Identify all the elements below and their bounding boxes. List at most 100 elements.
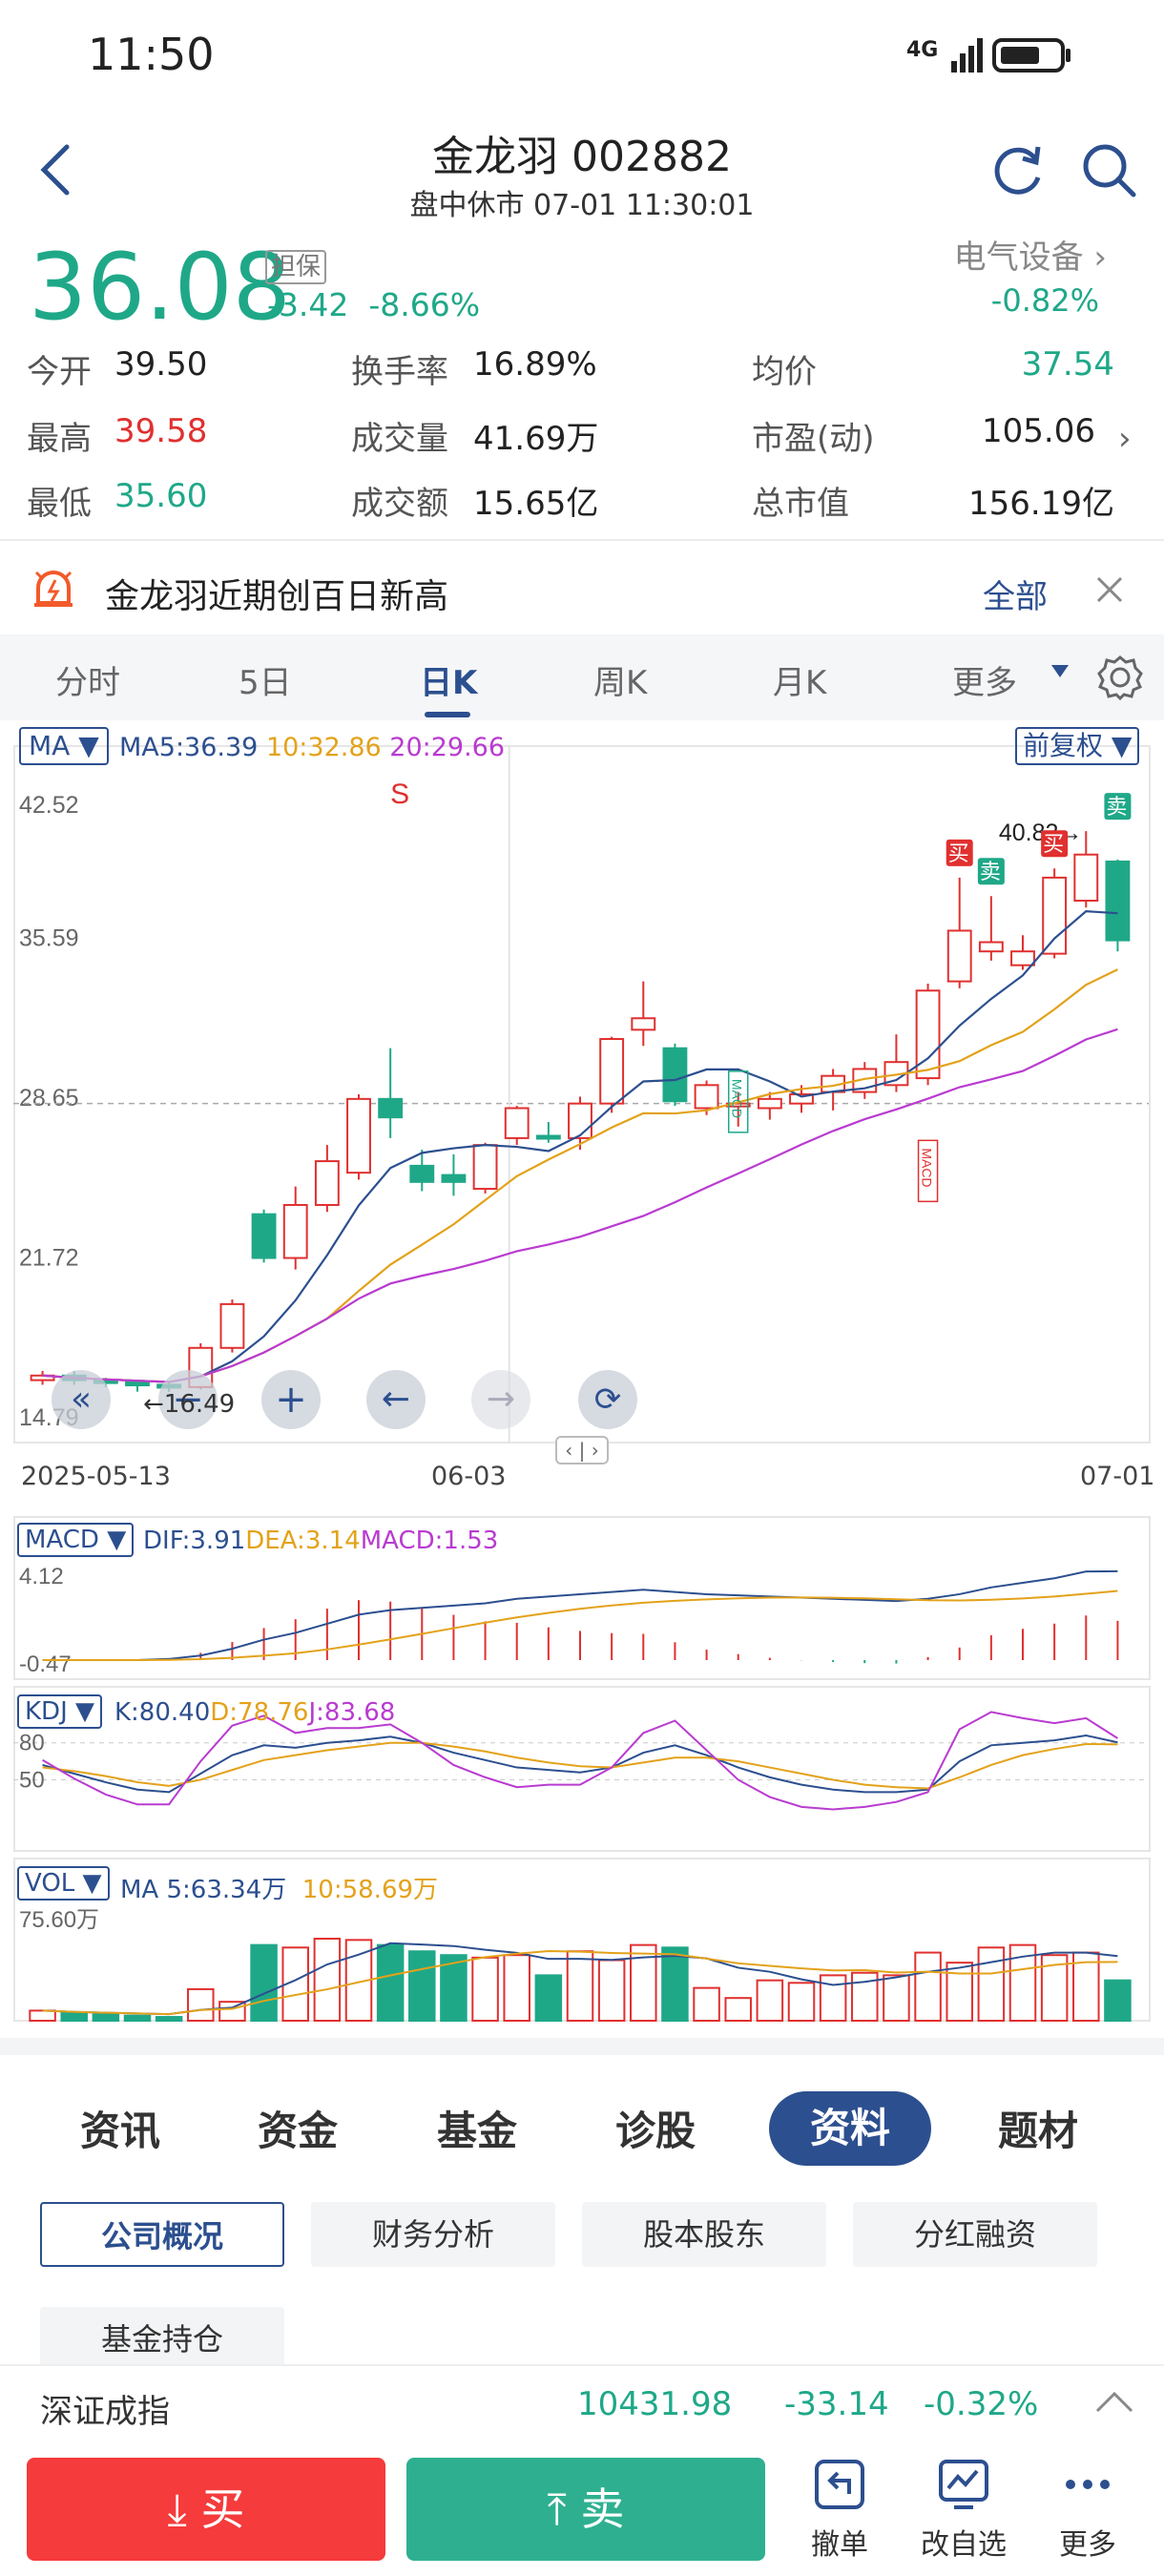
chevron-right-icon: › [1093,239,1107,277]
zoom-out-far-button[interactable]: « [52,1370,111,1429]
kdj-80-tick: 80 [19,1731,45,1756]
candle-body [631,1017,656,1031]
volume-bar [693,1986,720,2023]
candle-body [472,1144,498,1191]
volume-bar [977,1946,1006,2022]
vol-select[interactable]: VOL ▼ [17,1866,110,1901]
macd-select[interactable]: MACD ▼ [17,1523,135,1557]
settings-icon[interactable] [1097,654,1143,700]
sub-tab[interactable]: 基金持仓 [40,2307,284,2372]
dif-line [42,1569,1118,1661]
candle-body [346,1097,371,1174]
upload-icon: ⤒ [547,2483,567,2535]
notice-all-link[interactable]: 全部 [983,578,1048,616]
volume-bar [408,1950,436,2022]
x-axis-end: 07-01 [1080,1462,1155,1491]
zoom-out-button[interactable]: − [158,1370,218,1429]
vol-ma5: MA 5:63.34万 [120,1876,287,1904]
stat-label: 总市值 [752,485,849,523]
sub-tab[interactable]: 股本股东 [582,2202,826,2267]
candle-body [125,1381,150,1387]
index-bar[interactable] [0,2364,1164,2444]
adjust-select[interactable]: 前复权 ▼ [1015,727,1140,765]
chevron-up-icon[interactable] [1095,2390,1133,2415]
ma10-line [42,968,1118,1383]
kdj-k: K:80.40 [114,1698,211,1727]
kdj-name: KDJ [25,1697,68,1726]
more-button[interactable]: 更多 [1030,2458,1145,2563]
candle-body [757,1097,782,1110]
volume-bar [819,1974,847,2023]
index-change-pct: -0.32% [924,2385,1039,2423]
kdj-j-line [42,1711,1118,1811]
volume-bar [1104,1979,1132,2023]
tab-period[interactable]: 周K [593,664,648,702]
ma20-label: 20:29.66 [389,733,506,762]
chart-resize-handle[interactable]: ‹ | › [555,1436,609,1465]
volume-bar [187,1987,215,2023]
high-price-label: 40.82→ [999,820,1083,846]
buy-button[interactable]: ⤓ 买 [27,2458,385,2561]
tab-profile[interactable]: 资料 [769,2091,931,2166]
notice-text[interactable]: 金龙羽近期创百日新高 [105,577,449,616]
candle-body [568,1102,592,1139]
kdj-d-line [42,1741,1118,1790]
scroll-left-button[interactable]: ← [366,1370,426,1429]
tab-period[interactable]: 日K [420,664,478,702]
stat-value: 16.89% [473,345,597,384]
tab-f10[interactable]: 资讯 [80,2108,161,2154]
index-value: 10431.98 [577,2385,733,2423]
sub-tab[interactable]: 财务分析 [311,2202,555,2267]
tab-period[interactable]: 更多 [952,664,1017,702]
change-amount: -3.42 [267,286,349,323]
tab-period[interactable]: 分时 [55,664,120,702]
buy-tag-label: 买 [948,842,969,866]
sector-link[interactable]: 电气设备 › [954,231,1107,278]
edit-watchlist-button[interactable]: 改自选 [906,2458,1021,2563]
volume-bar [787,1982,816,2023]
chevron-right-icon[interactable]: › [1118,420,1132,458]
macd-legend: DIF:3.91DEA:3.14MACD:1.53 [143,1527,498,1555]
stat-label: 成交额 [351,485,448,523]
volume-bar [566,1950,594,2022]
tab-period[interactable]: 5日 [239,664,292,702]
volume-bar [92,2013,120,2022]
tab-period[interactable]: 月K [773,664,827,702]
x-axis-start: 2025-05-13 [21,1462,171,1491]
sell-button[interactable]: ⤒ 卖 [406,2458,765,2561]
volume-bar [534,1974,563,2023]
buy-tag-label: 买 [1043,833,1064,857]
status-time: 11:50 [88,29,215,80]
volume-bar [883,1974,910,2023]
tab-f10[interactable]: 基金 [437,2108,518,2154]
tab-f10[interactable]: 资金 [258,2108,339,2154]
indicator-select[interactable]: MA ▼ [19,727,109,765]
buy-tag [946,839,973,866]
close-icon[interactable] [1095,575,1124,604]
scroll-right-button[interactable]: → [471,1370,530,1429]
kdj-select[interactable]: KDJ ▼ [17,1694,103,1729]
volume-bar [60,2012,88,2022]
volume-bar [471,1956,499,2022]
tab-f10[interactable]: 诊股 [615,2108,696,2154]
kdj-legend: K:80.40D:78.76J:83.68 [114,1698,395,1727]
zoom-in-button[interactable]: + [261,1370,321,1429]
search-icon[interactable] [1080,141,1137,198]
dropdown-triangle-icon[interactable] [1050,660,1070,681]
sub-tab[interactable]: 公司概况 [40,2202,284,2267]
rotate-icon[interactable]: ⟳ [578,1370,637,1429]
refresh-icon[interactable] [992,141,1046,198]
tab-f10[interactable]: 题材 [998,2108,1079,2154]
volume-bar [597,1959,626,2022]
margin-badge: 担保 [265,250,327,284]
sub-tab[interactable]: 分红融资 [853,2202,1097,2267]
candle-body [662,1047,688,1103]
y-tick-label: 35.59 [19,924,79,951]
stat-label: 换手率 [351,353,448,391]
back-icon[interactable] [36,141,74,198]
sell-tag [977,858,1005,885]
ma10-label: 10:32.86 [265,733,382,762]
cancel-order-button[interactable]: 撤单 [782,2458,897,2563]
volume-bar [724,1997,752,2022]
